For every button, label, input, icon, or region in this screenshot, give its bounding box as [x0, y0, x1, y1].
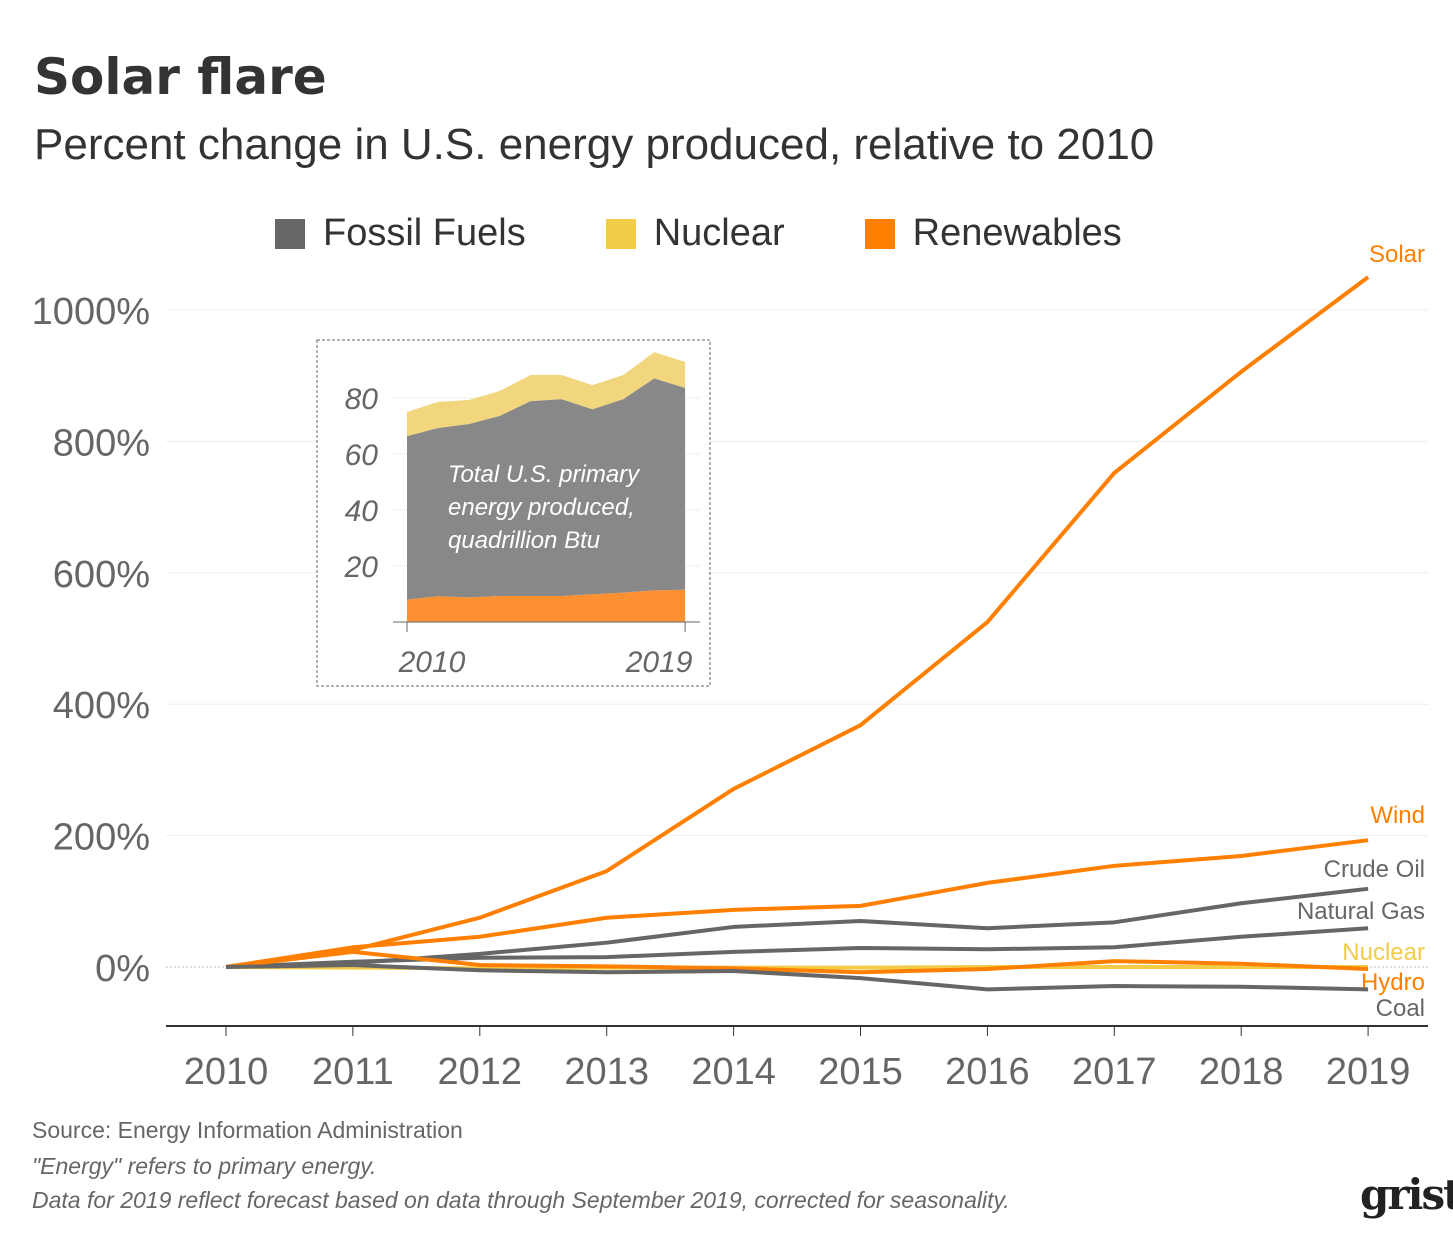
grist-logo: grist	[1360, 1170, 1453, 1219]
x-tick-label: 2014	[691, 1051, 776, 1093]
series-label: Solar	[1369, 241, 1425, 268]
inset-y-tick-label: 40	[345, 495, 379, 528]
inset-y-tick-label: 20	[344, 551, 379, 584]
legend-swatch	[605, 218, 636, 249]
legend-swatch	[864, 218, 895, 249]
series-line-coal	[225, 963, 1369, 992]
series-line-hydro	[225, 949, 1369, 975]
x-tick-label: 2017	[1072, 1051, 1157, 1093]
series-label: Nuclear	[1342, 939, 1425, 966]
inset-y-tick-label: 80	[345, 383, 379, 416]
legend-item-renewables: Renewables	[864, 212, 1122, 255]
annotation-line: energy produced,	[448, 494, 635, 521]
series-label: Coal	[1376, 995, 1425, 1022]
inset-area-nuclear	[407, 352, 686, 437]
source-note: Source: Energy Information Administratio…	[32, 1117, 463, 1143]
footnote: Data for 2019 reflect forecast based on …	[32, 1187, 1010, 1213]
x-tick-label: 2019	[1326, 1051, 1411, 1093]
legend-item-nuclear: Nuclear	[605, 212, 785, 255]
y-tick-label: 600%	[53, 554, 150, 596]
annotation-line: Total U.S. primary	[448, 461, 641, 488]
legend: Fossil Fuels Nuclear Renewables	[275, 212, 1122, 255]
x-tick-label: 2018	[1199, 1051, 1284, 1093]
chart-title: Solar flare	[34, 48, 327, 106]
y-tick-label: 800%	[53, 422, 150, 464]
x-tick-label: 2011	[312, 1051, 394, 1093]
x-tick-label: 2013	[564, 1051, 649, 1093]
legend-label: Renewables	[912, 212, 1122, 254]
x-tick-label: 2012	[438, 1051, 523, 1093]
footnote: "Energy" refers to primary energy.	[32, 1153, 377, 1179]
y-tick-label: 200%	[53, 817, 150, 859]
y-tick-label: 0%	[95, 948, 150, 990]
x-tick-label: 2010	[184, 1051, 269, 1093]
y-tick-label: 400%	[53, 685, 150, 727]
chart-subtitle: Percent change in U.S. energy produced, …	[34, 120, 1155, 169]
inset-area-fossil-fuels	[407, 378, 686, 600]
series-label: Wind	[1370, 802, 1425, 829]
legend-label: Fossil Fuels	[323, 212, 526, 254]
y-tick-label: 1000%	[32, 291, 150, 333]
legend-item-fossil: Fossil Fuels	[275, 212, 526, 255]
series-label: Natural Gas	[1297, 898, 1425, 925]
series-label: Crude Oil	[1324, 856, 1425, 883]
inset-x-tick-label: 2010	[398, 646, 466, 679]
legend-swatch	[275, 218, 305, 249]
series-line-wind	[225, 838, 1369, 969]
series-line-solar	[225, 275, 1370, 969]
inset-annotation: Total U.S. primary energy produced, quadri…	[448, 461, 641, 554]
inset-area-renewables	[407, 589, 686, 622]
series-label: Hydro	[1361, 969, 1425, 996]
inset-y-tick-label: 60	[345, 439, 379, 472]
x-tick-label: 2015	[818, 1051, 903, 1093]
legend-label: Nuclear	[653, 212, 785, 254]
inset-x-tick-label: 2019	[625, 646, 693, 679]
annotation-line: quadrillion Btu	[448, 527, 600, 554]
x-tick-label: 2016	[945, 1051, 1030, 1093]
